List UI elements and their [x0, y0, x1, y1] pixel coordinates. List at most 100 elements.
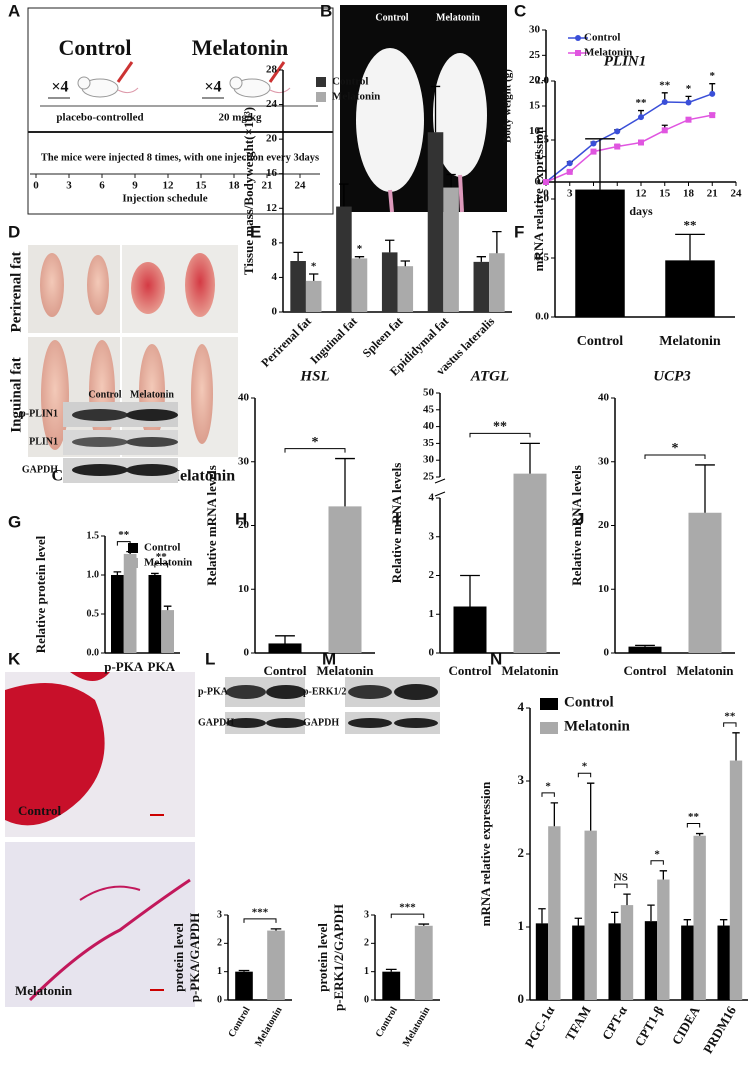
times: ×4 — [204, 79, 221, 96]
legend-swatch — [540, 698, 558, 710]
y-tick-label: 1 — [217, 966, 222, 977]
bar — [548, 826, 561, 1000]
bar — [290, 261, 306, 312]
y-tick-label: 25 — [529, 49, 541, 61]
error-bar — [430, 85, 441, 133]
y-tick-label: 0.5 — [535, 252, 549, 264]
legend-label: Melatonin — [144, 557, 192, 569]
panel-letter: B — [320, 1, 332, 20]
y-tick-label: 3 — [518, 772, 525, 787]
tick-label: 6 — [99, 180, 105, 192]
annotation: ** — [684, 217, 697, 232]
y-axis-label: Relative protein level — [33, 535, 48, 653]
bar — [681, 925, 694, 1000]
blot-row: p-ERK1/2 — [303, 686, 346, 697]
bracket — [469, 432, 531, 438]
legend-label: Control — [564, 694, 614, 710]
y-tick-label: 30 — [529, 24, 541, 36]
blot-row: PLIN1 — [29, 436, 58, 447]
y-axis-label: mRNA relative expression — [531, 126, 546, 271]
y-tick-label: 20 — [529, 74, 541, 86]
panel-letter: L — [205, 649, 215, 668]
x-tick-label: CPT-α — [599, 1003, 631, 1043]
y-tick-label: 1.0 — [535, 193, 549, 205]
bracket — [614, 883, 628, 889]
y-axis-label: Tissue mass/Bodyweight(×10³) — [241, 107, 256, 275]
x-tick-label: PKA — [148, 659, 176, 674]
marker — [661, 127, 668, 134]
error-bar — [460, 574, 480, 607]
annotation: *** — [399, 902, 416, 914]
y-tick-label: 28 — [266, 64, 278, 76]
error-bar — [647, 904, 655, 922]
bracket — [154, 562, 169, 568]
bar — [336, 206, 352, 312]
y-axis-label: Relative mRNA levels — [204, 465, 219, 586]
legend-label: Melatonin — [584, 47, 632, 59]
y-axis-label: p-ERK1/2/GAPDH — [331, 904, 346, 1011]
tick-label: 18 — [229, 180, 241, 192]
y-tick-label: 0.5 — [87, 608, 100, 619]
y-tick-label: 4 — [429, 492, 435, 504]
note: The mice were injected 8 times, with one… — [41, 152, 319, 163]
y-tick-label: 10 — [529, 125, 541, 137]
bar — [665, 260, 715, 317]
x-tick-label: Control — [577, 334, 624, 349]
error-bar — [695, 464, 715, 513]
y-tick-label: 25 — [423, 471, 435, 483]
marker — [685, 99, 692, 106]
bar — [453, 606, 487, 653]
y-tick-label: 3 — [364, 909, 369, 920]
x-tick-label: Inguinal fat — [307, 314, 360, 367]
y-axis-label: mRNA relative expression — [478, 781, 493, 926]
y-tick-label: 40 — [238, 392, 250, 404]
y-tick-label: 40 — [598, 392, 610, 404]
panel-letter: D — [8, 222, 20, 241]
bar — [148, 575, 162, 653]
tick-label: 12 — [163, 180, 175, 192]
legend-swatch — [128, 558, 138, 568]
annotation: * — [672, 441, 679, 456]
y-tick-label: 4 — [518, 699, 525, 714]
chart-title: ATGL — [470, 368, 509, 384]
y-tick-label: 0 — [364, 994, 369, 1005]
annotation: ** — [118, 529, 130, 541]
error-bar — [275, 635, 295, 644]
bracket — [644, 454, 706, 459]
y-tick-label: 1.5 — [535, 134, 549, 146]
error-bar — [623, 893, 631, 906]
y-tick-label: 3 — [217, 909, 222, 920]
bar — [535, 923, 549, 1000]
y-tick-label: 35 — [423, 437, 435, 449]
bar — [427, 132, 444, 312]
x-tick-label: 18 — [683, 188, 695, 200]
bar — [235, 971, 253, 1000]
mouse-photo: Control Melatonin — [340, 5, 507, 213]
annotation: *** — [252, 906, 269, 918]
y-tick-label: 1 — [364, 966, 369, 977]
bar — [443, 187, 459, 312]
annotation: * — [654, 848, 660, 860]
line — [545, 93, 713, 183]
y-tick-label: 2.0 — [535, 75, 549, 87]
error-bar — [293, 251, 303, 262]
legend-swatch — [316, 77, 326, 87]
marker — [685, 116, 692, 123]
y-tick-label: 1.0 — [87, 569, 100, 580]
annotation: ** — [493, 420, 507, 435]
bracket — [723, 722, 737, 727]
marker — [614, 143, 621, 150]
bar — [657, 879, 670, 1000]
y-tick-label: 20 — [266, 133, 278, 145]
marker — [590, 140, 597, 147]
marker — [590, 148, 597, 155]
y-tick-label: 20 — [238, 519, 250, 531]
marker — [709, 112, 716, 119]
bar — [351, 258, 368, 312]
group-name: Melatonin — [192, 35, 289, 60]
bar — [123, 553, 137, 653]
marker — [566, 168, 573, 175]
bar — [513, 473, 547, 653]
bar — [608, 923, 621, 1000]
bar — [729, 760, 743, 1000]
